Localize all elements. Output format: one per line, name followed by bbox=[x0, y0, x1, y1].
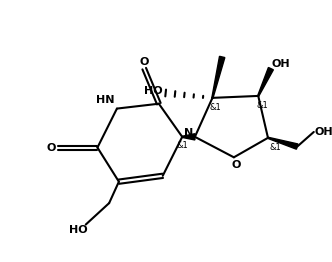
Polygon shape bbox=[182, 134, 195, 140]
Polygon shape bbox=[268, 137, 298, 149]
Text: OH: OH bbox=[314, 127, 332, 137]
Text: HO: HO bbox=[69, 225, 87, 235]
Text: &1: &1 bbox=[256, 101, 268, 110]
Text: &1: &1 bbox=[176, 141, 188, 150]
Text: O: O bbox=[231, 160, 240, 170]
Polygon shape bbox=[212, 56, 225, 98]
Polygon shape bbox=[258, 68, 273, 96]
Text: &1: &1 bbox=[270, 143, 282, 152]
Text: &1: &1 bbox=[209, 103, 221, 112]
Text: O: O bbox=[139, 57, 149, 67]
Text: HN: HN bbox=[96, 95, 115, 105]
Text: N: N bbox=[184, 128, 194, 138]
Text: O: O bbox=[47, 143, 56, 152]
Text: HO: HO bbox=[144, 86, 162, 96]
Text: OH: OH bbox=[271, 59, 290, 69]
